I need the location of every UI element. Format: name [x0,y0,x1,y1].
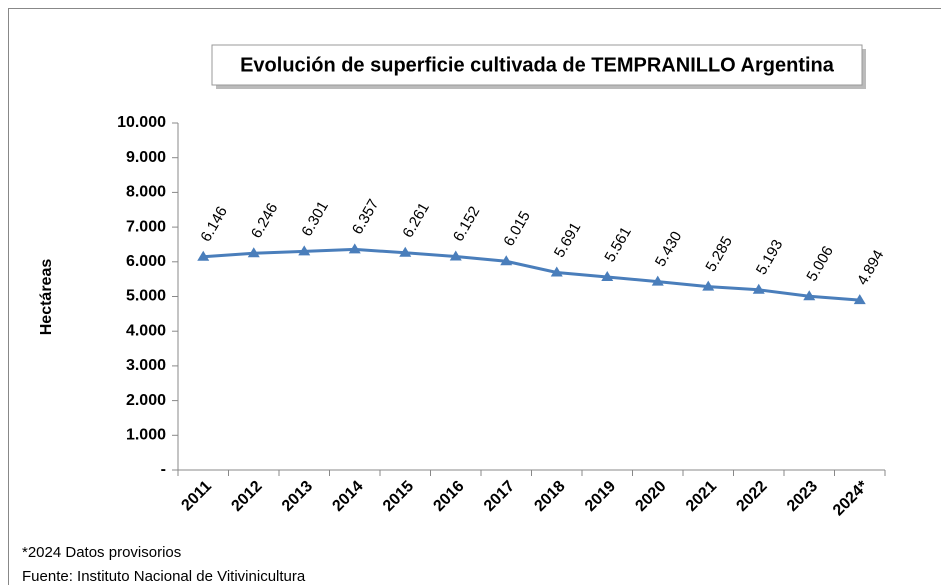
y-axis-label: Hectáreas [38,259,55,336]
y-tick-label: 3.000 [126,357,166,374]
y-tick-label: 4.000 [126,322,166,339]
y-tick-label: 6.000 [126,253,166,270]
marker [550,266,563,277]
y-tick-label: 2.000 [126,392,166,409]
marker [348,243,361,254]
marker [298,245,311,256]
y-tick-label: 5.000 [126,288,166,305]
frame [8,8,941,585]
marker [500,255,513,266]
marker [752,283,765,294]
marker [702,280,715,291]
y-tick-label: 8.000 [126,184,166,201]
marker [399,246,412,257]
marker [651,275,664,286]
y-tick-label: 9.000 [126,149,166,166]
marker [601,271,614,282]
marker [803,290,816,301]
marker [197,250,210,261]
footnote: *2024 Datos provisorios [22,544,181,561]
chart-title: Evolución de superficie cultivada de TEM… [240,54,835,76]
y-tick-label: 7.000 [126,218,166,235]
line [203,247,860,302]
marker [449,250,462,261]
y-tick-label: 1.000 [126,427,166,444]
title-box [211,44,863,86]
y-tick-label: 10.000 [117,114,166,131]
marker [247,247,260,258]
footnote: Fuente: Instituto Nacional de Vitivinicu… [22,568,306,585]
marker [853,294,866,305]
y-tick-label: - [161,461,166,478]
